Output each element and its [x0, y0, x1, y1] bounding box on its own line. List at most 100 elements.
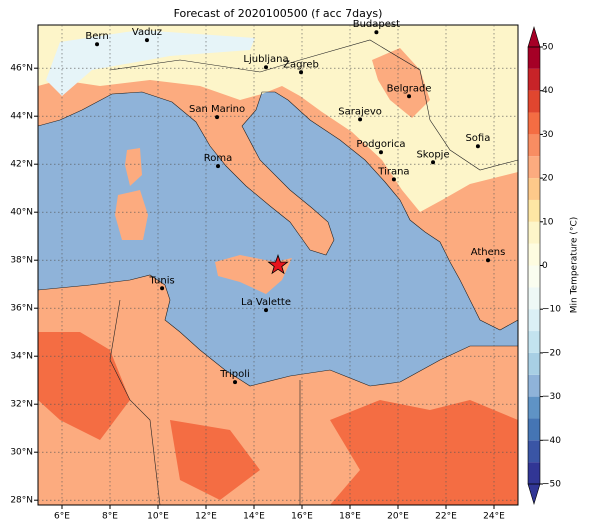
colorbar-segment — [528, 352, 540, 375]
colorbar-segment — [528, 134, 540, 157]
colorbar-extend-top — [527, 25, 541, 48]
city-marker — [95, 42, 100, 47]
colorbar-segment — [528, 462, 540, 484]
city-label: Sofia — [465, 133, 490, 144]
colorbar-segment — [528, 112, 540, 135]
city-label: Budapest — [353, 19, 400, 30]
coastline — [38, 274, 518, 387]
colorbar-segment — [528, 221, 540, 244]
colorbar-segment — [528, 265, 540, 288]
colorbar-segment — [528, 178, 540, 200]
colorbar-segment — [528, 440, 540, 463]
y-tick-label: 30°N — [10, 448, 33, 458]
colorbar-tick-label: 40 — [542, 86, 554, 96]
city-label: Tunis — [148, 275, 174, 286]
y-tick-label: 28°N — [10, 496, 33, 506]
city-label: Athens — [471, 247, 506, 258]
colorbar-tick-label: −30 — [542, 392, 561, 402]
city-label: Zagreb — [283, 59, 319, 70]
city-label: Tripoli — [219, 369, 250, 380]
city-marker — [216, 164, 220, 169]
city-label: Belgrade — [387, 83, 432, 94]
y-tick-label: 40°N — [10, 208, 33, 218]
x-tick-label: 16°E — [291, 512, 313, 522]
corsica — [125, 148, 142, 186]
city-marker — [264, 65, 268, 70]
colorbar-segment — [528, 374, 540, 397]
city-label: Tirana — [377, 166, 409, 177]
event-star — [267, 253, 289, 275]
city-label: Podgorica — [356, 139, 405, 150]
coastline — [38, 91, 518, 331]
city-marker — [358, 117, 363, 122]
x-tick-label: 18°E — [339, 512, 361, 522]
colorbar-tick-label: 30 — [542, 130, 554, 140]
city-label: Sarajevo — [338, 106, 382, 117]
map-frame — [37, 24, 519, 506]
city-label: Vaduz — [132, 27, 162, 38]
colorbar-tick-label: 20 — [542, 174, 554, 184]
y-tick-label: 46°N — [10, 64, 33, 74]
colorbar-segment — [528, 199, 540, 222]
colorbar-segment — [528, 90, 540, 113]
hot-patch — [38, 332, 130, 440]
colorbar-segment — [528, 331, 540, 353]
city-label: San Marino — [189, 104, 245, 115]
colorbar-tick-label: 10 — [542, 217, 554, 227]
city-marker — [391, 177, 396, 182]
colorbar-extend-bottom — [527, 483, 541, 506]
colorbar-tick-label: 50 — [542, 43, 554, 53]
warm-patch — [372, 48, 430, 118]
colorbar-tick-label: −10 — [542, 305, 561, 315]
alps-zone — [46, 30, 255, 96]
city-marker — [475, 144, 480, 149]
city-label: Skopje — [416, 149, 449, 160]
colorbar-tick-label: −50 — [542, 480, 561, 490]
y-tick-label: 36°N — [10, 304, 33, 314]
city-marker — [299, 70, 304, 75]
map-title: Forecast of 2020100500 (f acc 7days) — [174, 7, 383, 20]
colorbar-segment — [528, 243, 540, 266]
colorbar-tick-label: −40 — [542, 436, 561, 446]
country-border — [109, 299, 161, 505]
colorbar-segment — [528, 47, 540, 69]
city-label: La Valette — [241, 297, 291, 308]
city-marker — [160, 286, 165, 291]
x-tick-label: 12°E — [195, 512, 217, 522]
colorbar-tick-label: 0 — [542, 261, 548, 271]
city-marker — [264, 308, 268, 313]
hot-patch — [330, 400, 518, 505]
x-tick-label: 24°E — [483, 512, 505, 522]
city-label: Ljubljana — [243, 54, 288, 65]
city-marker — [374, 30, 379, 35]
country-border — [109, 39, 518, 171]
colorbar-segment — [528, 309, 540, 332]
city-marker — [486, 258, 490, 263]
city-marker — [378, 150, 383, 155]
x-tick-label: 22°E — [435, 512, 457, 522]
colorbar-label: Min Temperature (°C) — [570, 217, 580, 314]
colorbar-segment — [528, 287, 540, 310]
x-tick-label: 20°E — [387, 512, 409, 522]
x-tick-label: 10°E — [147, 512, 169, 522]
colorbar-segment — [528, 68, 540, 91]
city-marker — [233, 380, 238, 385]
colorbar-segment — [528, 156, 540, 179]
sardinia — [115, 190, 148, 240]
city-marker — [144, 38, 149, 43]
x-tick-label: 6°E — [54, 512, 70, 522]
city-label: Roma — [204, 153, 233, 164]
y-tick-label: 44°N — [10, 112, 33, 122]
y-tick-label: 34°N — [10, 352, 33, 362]
colorbar-tick-label: −20 — [542, 348, 561, 358]
y-tick-label: 32°N — [10, 400, 33, 410]
x-tick-label: 14°E — [243, 512, 265, 522]
y-tick-label: 42°N — [10, 160, 33, 170]
colorbar-segment — [528, 418, 540, 441]
colorbar-segment — [528, 396, 540, 419]
city-marker — [215, 115, 220, 120]
x-tick-label: 8°E — [102, 512, 118, 522]
city-marker — [431, 160, 436, 165]
hot-patch — [170, 420, 260, 500]
